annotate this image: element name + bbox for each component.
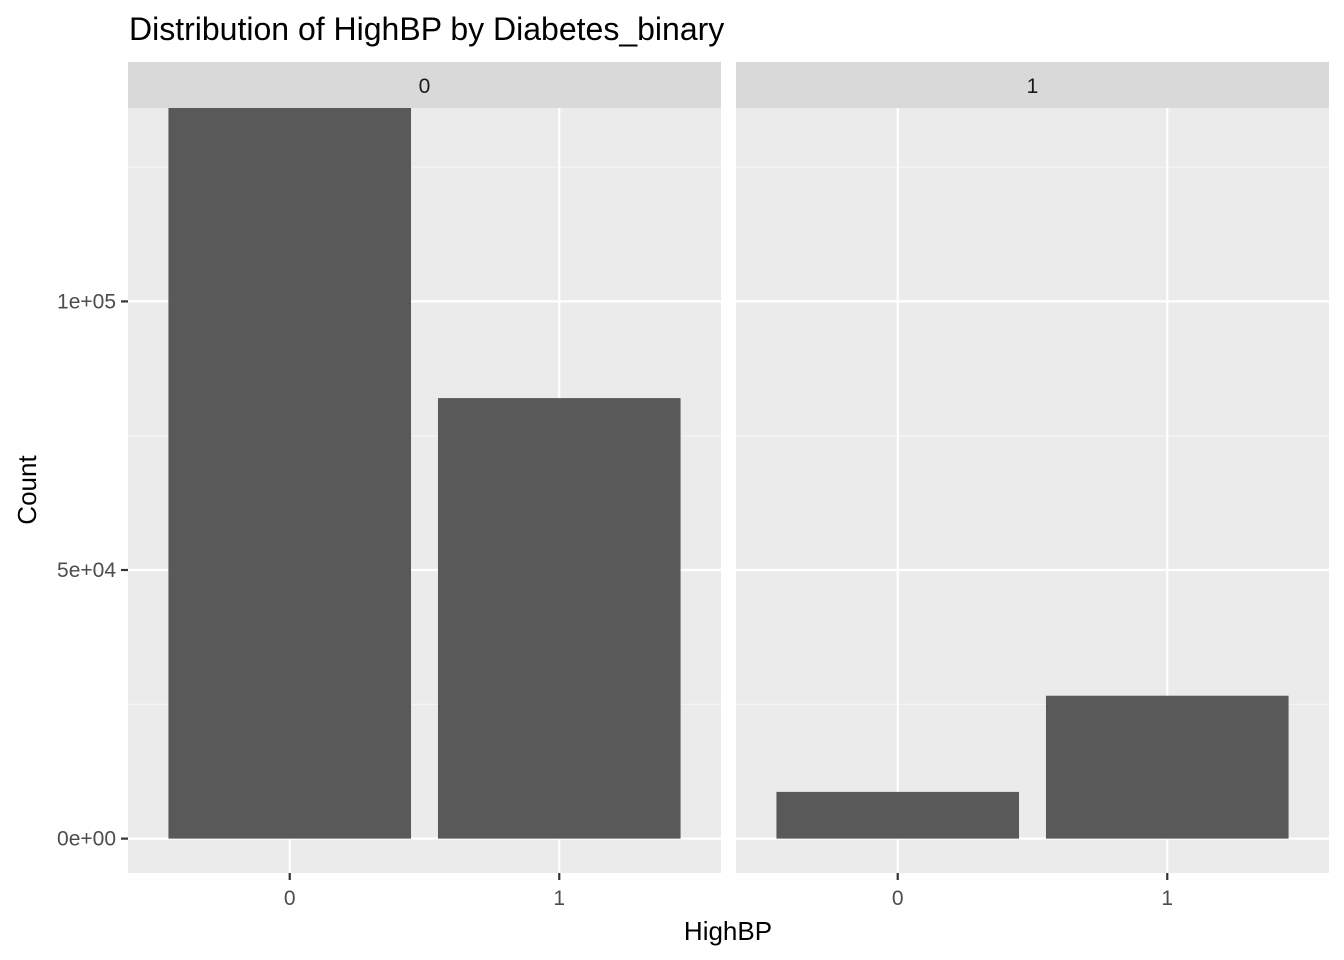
x-tick-label: 1: [1161, 887, 1173, 910]
y-tick-label: 1e+05: [57, 290, 116, 313]
facet-strip: [736, 62, 1329, 108]
y-tick-label: 0e+00: [57, 828, 116, 851]
facet-strip: [128, 62, 721, 108]
facet-strip-label: 0: [419, 75, 431, 98]
y-axis: 0e+00 5e+04 1e+05: [57, 290, 128, 851]
bar-highbp-0-facet-0: [168, 108, 412, 839]
facet-strip-label: 1: [1027, 75, 1039, 98]
y-axis-title: Count: [12, 455, 42, 525]
x-axis-title: HighBP: [684, 916, 772, 946]
facet-panels: 0 0 1 1 0 1: [128, 62, 1329, 910]
x-tick-label: 0: [284, 887, 296, 910]
bar-highbp-1-facet-1: [1045, 695, 1289, 839]
y-tick-label: 5e+04: [57, 559, 116, 582]
facet-panel-1: 1 0 1: [736, 62, 1329, 910]
x-tick-label: 1: [553, 887, 565, 910]
facet-panel-0: 0 0 1: [128, 62, 721, 910]
x-tick-label: 0: [892, 887, 904, 910]
bar-highbp-1-facet-0: [437, 398, 681, 839]
chart-title: Distribution of HighBP by Diabetes_binar…: [129, 11, 724, 47]
bar-highbp-0-facet-1: [776, 791, 1020, 839]
